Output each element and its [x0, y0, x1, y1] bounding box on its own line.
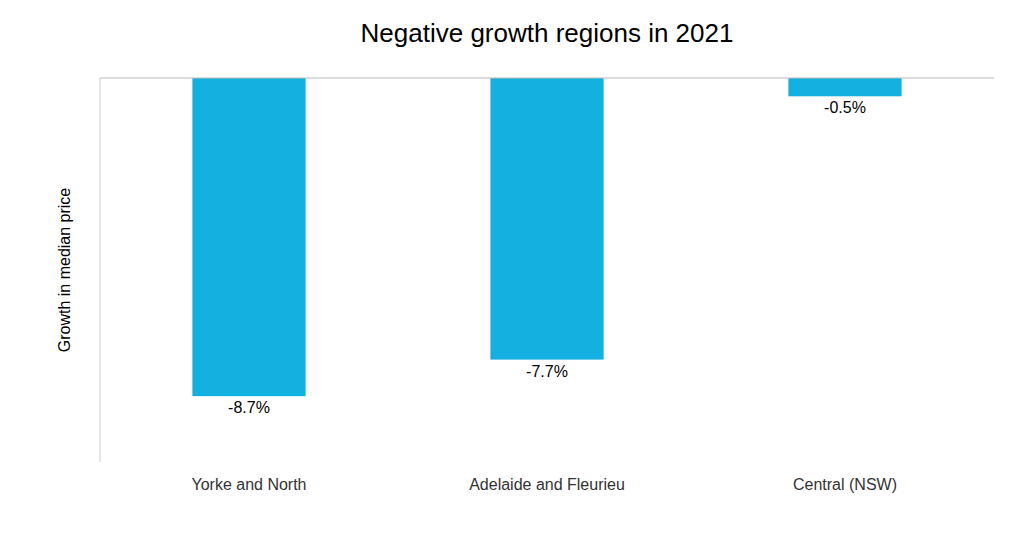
x-tick-label: Adelaide and Fleurieu: [469, 476, 625, 493]
chart-container: -8.7% -7.7% -0.5% Yorke and North Adelaide a…: [0, 0, 1024, 542]
x-tick-label: Central (NSW): [793, 476, 897, 493]
x-tick-label: Yorke and North: [191, 476, 306, 493]
bar: [192, 78, 305, 396]
y-axis-line: [100, 78, 101, 462]
y-axis-label: Growth in median price: [56, 188, 73, 353]
bars: [192, 78, 901, 396]
data-label: -8.7%: [228, 399, 270, 416]
data-label: -0.5%: [824, 99, 866, 116]
zero-line: [100, 78, 994, 79]
data-label: -7.7%: [526, 363, 568, 380]
bar: [788, 78, 901, 96]
bar: [490, 78, 603, 360]
chart-svg: -8.7% -7.7% -0.5% Yorke and North Adelaide a…: [0, 0, 1024, 542]
chart-title: Negative growth regions in 2021: [361, 18, 734, 48]
